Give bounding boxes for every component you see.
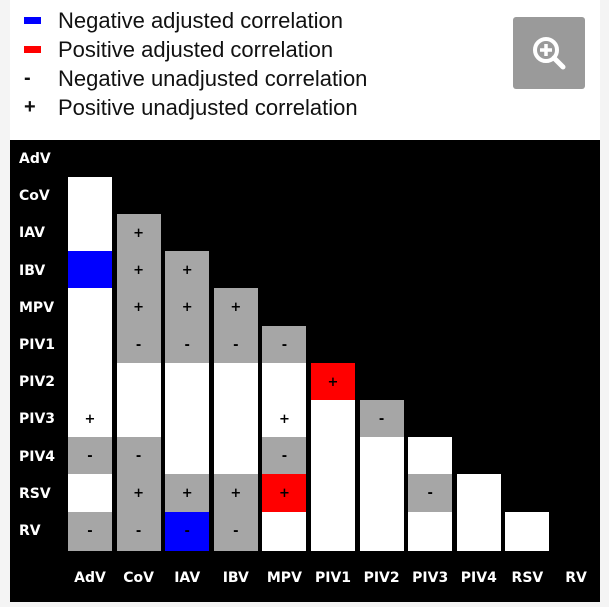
zoom-button[interactable] (513, 17, 585, 89)
heatmap-cell-piv2-mpv (262, 362, 307, 402)
heatmap-cell-mpv-cov: + (116, 288, 161, 328)
heatmap-cell-rsv-piv3: - (408, 474, 453, 514)
heatmap-cell-piv2-cov (116, 362, 161, 402)
column-label-adv: AdV (74, 570, 106, 586)
heatmap-cell-rsv-piv1 (311, 474, 355, 514)
heatmap-cell-mpv-iav: + (165, 288, 210, 328)
heatmap-cell-piv2-piv1: + (311, 362, 355, 402)
column-label-cov: CoV (123, 570, 154, 586)
heatmap-cell-piv2-adv (68, 362, 112, 402)
heatmap-cell-piv3-piv1 (311, 399, 355, 439)
row-label-piv1: PIV1 (19, 337, 56, 353)
heatmap-cell-piv4-cov: - (116, 437, 161, 477)
heatmap-cell-rsv-cov: + (116, 474, 161, 514)
column-label-rsv: RSV (511, 570, 544, 586)
heatmap-cell-piv1-iav: - (165, 325, 210, 365)
heatmap-cell-piv3-piv2: - (359, 399, 404, 439)
heatmap-cell-piv4-adv: - (68, 437, 112, 477)
heatmap-cell-rv-piv4 (456, 511, 501, 551)
heatmap-cell-cov-adv (68, 176, 112, 216)
heatmap-cell-rv-adv: - (68, 511, 112, 551)
column-label-mpv: MPV (266, 570, 302, 586)
legend-label: Positive adjusted correlation (58, 36, 334, 62)
legend-item: - Negative unadjusted correlation (24, 64, 367, 93)
heatmap-cell-piv3-mpv: + (262, 399, 307, 439)
legend-symbol: + (24, 96, 36, 118)
heatmap-cell-piv1-mpv: - (262, 325, 307, 365)
heatmap-cell-rv-cov: - (116, 511, 161, 551)
heatmap-cell-piv3-ibv (213, 399, 258, 439)
row-label-adv: AdV (19, 151, 51, 167)
heatmap-cell-ibv-iav: + (165, 251, 210, 291)
column-label-piv2: PIV2 (363, 570, 400, 586)
heatmap-cell-rv-piv1 (311, 511, 355, 551)
heatmap-cell-piv3-cov (116, 399, 161, 439)
legend-swatch (24, 17, 46, 24)
column-label-rv: RV (565, 570, 587, 586)
legend-swatch (24, 46, 46, 53)
heatmap-cell-piv1-cov: - (116, 325, 161, 365)
heatmap-cell-rv-iav: - (165, 511, 210, 551)
heatmap-cell-rsv-adv (68, 474, 112, 514)
heatmap-cell-piv4-piv1 (311, 437, 355, 477)
column-label-iav: IAV (174, 570, 201, 586)
legend-swatch-color (24, 46, 41, 53)
heatmap-cell-rsv-mpv: + (262, 474, 307, 514)
heatmap-cell-piv4-piv2 (359, 437, 404, 477)
column-label-piv3: PIV3 (412, 570, 449, 586)
heatmap-cell-piv4-ibv (213, 437, 258, 477)
legend-item: Negative adjusted correlation (24, 6, 367, 35)
column-label-ibv: IBV (222, 570, 249, 586)
heatmap-cell-rsv-piv4 (456, 474, 501, 514)
row-label-iav: IAV (19, 225, 45, 242)
heatmap-cell-rv-piv2 (359, 511, 404, 551)
legend-label: Negative unadjusted correlation (58, 65, 368, 91)
heatmap-cell-piv1-ibv: - (213, 325, 258, 365)
heatmap-cell-piv4-mpv: - (262, 437, 307, 477)
heatmap-cell-rv-ibv: - (213, 511, 258, 551)
heatmap-cell-piv1-adv (68, 325, 112, 365)
heatmap-cell-piv2-ibv (213, 362, 258, 402)
zoom-in-icon (533, 37, 566, 70)
row-label-ibv: IBV (19, 262, 46, 279)
heatmap-cell-piv3-adv: + (68, 399, 112, 439)
row-label-rsv: RSV (19, 485, 51, 502)
correlation-matrix: AdV CoV IAV + IBV + + MPV + + + PIV1- - - - PIV2 + PIV3 + +… (10, 140, 600, 602)
heatmap-cell-rsv-piv2 (359, 474, 404, 514)
heatmap-cell-rsv-ibv: + (213, 474, 258, 514)
row-label-piv3: PIV3 (19, 411, 56, 428)
heatmap-cell-iav-adv (68, 213, 112, 253)
legend: Negative adjusted correlation Positive ad… (24, 6, 367, 122)
row-label-mpv: MPV (19, 299, 55, 316)
heatmap-cell-mpv-ibv: + (213, 288, 258, 328)
legend-item: + Positive unadjusted correlation (24, 93, 367, 122)
heatmap-cell-mpv-adv (68, 288, 112, 328)
heatmap-cell-piv4-iav (165, 437, 210, 477)
legend-symbol: - (24, 67, 31, 89)
heatmap-cell-ibv-cov: + (116, 251, 161, 291)
row-label-piv4: PIV4 (19, 448, 56, 465)
heatmap-cell-rsv-iav: + (165, 474, 210, 514)
row-label-piv2: PIV2 (19, 374, 56, 391)
heatmap-cell-ibv-adv (68, 251, 112, 291)
column-label-piv4: PIV4 (460, 570, 497, 586)
heatmap-cell-piv3-iav (165, 399, 210, 439)
legend-swatch-color (24, 17, 41, 24)
heatmap-cell-rv-piv3 (408, 511, 453, 551)
column-label-piv1: PIV1 (314, 570, 352, 586)
heatmap-cell-rv-mpv (262, 511, 307, 551)
heatmap-cell-rv-rsv (505, 511, 550, 551)
legend-label: Positive unadjusted correlation (58, 94, 358, 120)
legend-label: Negative adjusted correlation (58, 7, 343, 33)
row-label-rv: RV (19, 523, 41, 539)
heatmap-cell-piv4-piv3 (408, 437, 453, 477)
heatmap-cell-iav-cov: + (116, 213, 161, 253)
heatmap-cell-piv2-iav (165, 362, 210, 402)
row-label-cov: CoV (19, 188, 50, 205)
legend-item: Positive adjusted correlation (24, 35, 367, 64)
figure-card: Negative adjusted correlation Positive ad… (10, 0, 600, 602)
